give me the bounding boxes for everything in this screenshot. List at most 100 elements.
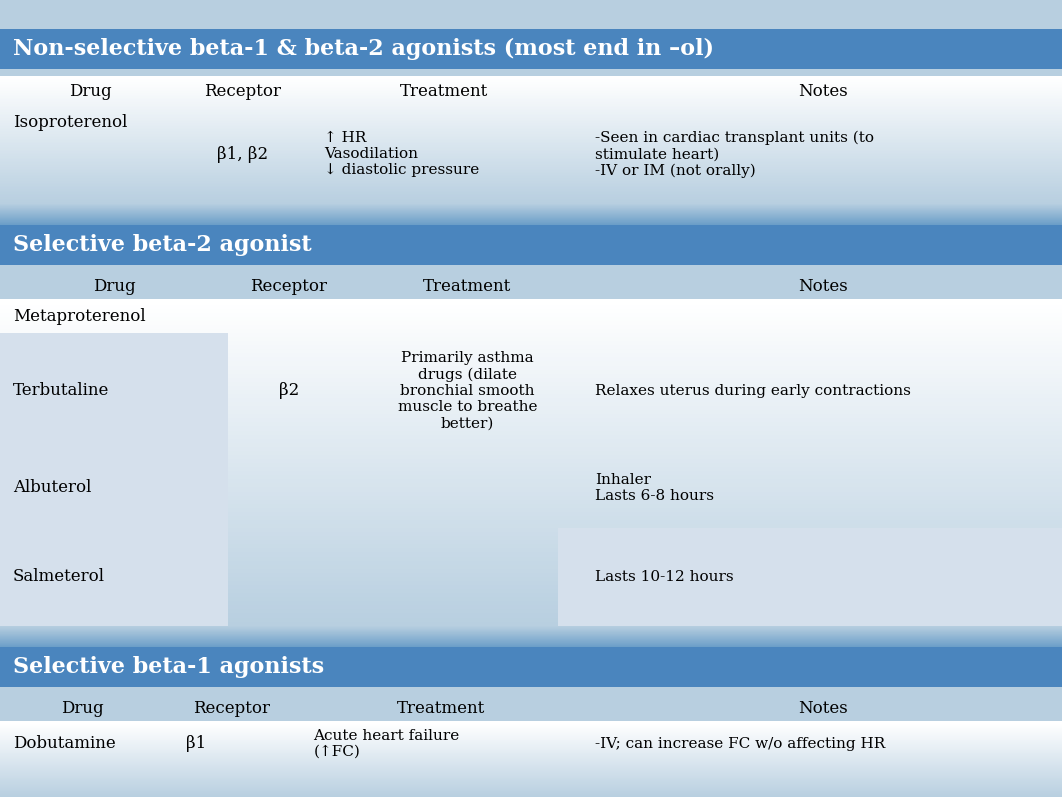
FancyBboxPatch shape bbox=[0, 644, 1062, 646]
FancyBboxPatch shape bbox=[0, 82, 1062, 85]
Text: Receptor: Receptor bbox=[193, 701, 270, 717]
FancyBboxPatch shape bbox=[0, 213, 1062, 214]
FancyBboxPatch shape bbox=[0, 791, 1062, 795]
FancyBboxPatch shape bbox=[0, 218, 1062, 219]
FancyBboxPatch shape bbox=[0, 786, 1062, 789]
FancyBboxPatch shape bbox=[0, 731, 1062, 733]
FancyBboxPatch shape bbox=[0, 642, 1062, 644]
FancyBboxPatch shape bbox=[0, 743, 1062, 745]
FancyBboxPatch shape bbox=[0, 575, 1062, 581]
FancyBboxPatch shape bbox=[0, 209, 1062, 211]
Text: Albuterol: Albuterol bbox=[13, 479, 91, 497]
Text: Drug: Drug bbox=[69, 83, 112, 100]
Text: Terbutaline: Terbutaline bbox=[13, 382, 109, 399]
FancyBboxPatch shape bbox=[0, 121, 1062, 124]
FancyBboxPatch shape bbox=[0, 360, 1062, 366]
FancyBboxPatch shape bbox=[0, 608, 1062, 614]
FancyBboxPatch shape bbox=[0, 631, 1062, 633]
FancyBboxPatch shape bbox=[0, 765, 1062, 768]
Text: Treatment: Treatment bbox=[423, 278, 512, 295]
FancyBboxPatch shape bbox=[0, 729, 1062, 732]
FancyBboxPatch shape bbox=[0, 218, 1062, 220]
FancyBboxPatch shape bbox=[0, 642, 1062, 643]
FancyBboxPatch shape bbox=[0, 764, 1062, 767]
FancyBboxPatch shape bbox=[0, 634, 1062, 636]
FancyBboxPatch shape bbox=[0, 208, 1062, 210]
FancyBboxPatch shape bbox=[0, 76, 1062, 79]
FancyBboxPatch shape bbox=[0, 222, 1062, 224]
FancyBboxPatch shape bbox=[0, 567, 1062, 573]
FancyBboxPatch shape bbox=[0, 750, 1062, 752]
FancyBboxPatch shape bbox=[0, 635, 1062, 638]
FancyBboxPatch shape bbox=[0, 547, 1062, 552]
FancyBboxPatch shape bbox=[0, 626, 1062, 629]
FancyBboxPatch shape bbox=[0, 640, 1062, 642]
Text: Notes: Notes bbox=[799, 278, 847, 295]
FancyBboxPatch shape bbox=[0, 186, 1062, 189]
FancyBboxPatch shape bbox=[0, 787, 1062, 790]
FancyBboxPatch shape bbox=[0, 225, 1062, 265]
FancyBboxPatch shape bbox=[0, 137, 1062, 140]
FancyBboxPatch shape bbox=[0, 142, 1062, 145]
FancyBboxPatch shape bbox=[0, 722, 1062, 724]
FancyBboxPatch shape bbox=[0, 205, 1062, 207]
FancyBboxPatch shape bbox=[0, 206, 1062, 208]
FancyBboxPatch shape bbox=[0, 158, 1062, 161]
FancyBboxPatch shape bbox=[0, 643, 1062, 645]
FancyBboxPatch shape bbox=[0, 591, 1062, 597]
FancyBboxPatch shape bbox=[0, 793, 1062, 795]
FancyBboxPatch shape bbox=[0, 641, 1062, 643]
FancyBboxPatch shape bbox=[0, 523, 1062, 528]
FancyBboxPatch shape bbox=[0, 630, 1062, 631]
FancyBboxPatch shape bbox=[0, 372, 1062, 378]
FancyBboxPatch shape bbox=[0, 223, 1062, 225]
FancyBboxPatch shape bbox=[0, 612, 1062, 618]
FancyBboxPatch shape bbox=[0, 204, 1062, 206]
FancyBboxPatch shape bbox=[0, 161, 1062, 164]
FancyBboxPatch shape bbox=[0, 340, 1062, 345]
FancyBboxPatch shape bbox=[0, 616, 1062, 622]
FancyBboxPatch shape bbox=[0, 213, 1062, 215]
FancyBboxPatch shape bbox=[0, 405, 1062, 410]
FancyBboxPatch shape bbox=[0, 746, 1062, 749]
FancyBboxPatch shape bbox=[0, 215, 1062, 217]
FancyBboxPatch shape bbox=[0, 203, 1062, 206]
FancyBboxPatch shape bbox=[0, 740, 1062, 742]
FancyBboxPatch shape bbox=[0, 218, 1062, 220]
FancyBboxPatch shape bbox=[0, 351, 1062, 357]
FancyBboxPatch shape bbox=[0, 450, 1062, 455]
FancyBboxPatch shape bbox=[0, 108, 1062, 112]
Text: Lasts 10-12 hours: Lasts 10-12 hours bbox=[595, 570, 734, 583]
FancyBboxPatch shape bbox=[0, 551, 1062, 556]
FancyBboxPatch shape bbox=[0, 638, 1062, 641]
FancyBboxPatch shape bbox=[0, 630, 1062, 632]
FancyBboxPatch shape bbox=[0, 634, 1062, 637]
FancyBboxPatch shape bbox=[0, 198, 1062, 202]
FancyBboxPatch shape bbox=[0, 202, 1062, 204]
FancyBboxPatch shape bbox=[0, 739, 1062, 741]
FancyBboxPatch shape bbox=[0, 131, 1062, 134]
FancyBboxPatch shape bbox=[0, 756, 1062, 758]
FancyBboxPatch shape bbox=[0, 510, 1062, 516]
Text: Metaproterenol: Metaproterenol bbox=[13, 308, 145, 325]
FancyBboxPatch shape bbox=[0, 92, 1062, 95]
Text: Selective beta-2 agonist: Selective beta-2 agonist bbox=[13, 234, 311, 256]
FancyBboxPatch shape bbox=[0, 757, 1062, 760]
FancyBboxPatch shape bbox=[0, 181, 1062, 184]
FancyBboxPatch shape bbox=[0, 637, 1062, 638]
FancyBboxPatch shape bbox=[0, 115, 1062, 118]
FancyBboxPatch shape bbox=[0, 502, 1062, 508]
FancyBboxPatch shape bbox=[0, 425, 1062, 430]
FancyBboxPatch shape bbox=[0, 777, 1062, 779]
FancyBboxPatch shape bbox=[0, 751, 1062, 753]
FancyBboxPatch shape bbox=[0, 87, 1062, 90]
Text: Inhaler
Lasts 6-8 hours: Inhaler Lasts 6-8 hours bbox=[595, 473, 714, 503]
FancyBboxPatch shape bbox=[0, 355, 1062, 362]
FancyBboxPatch shape bbox=[0, 169, 1062, 172]
FancyBboxPatch shape bbox=[0, 220, 1062, 222]
FancyBboxPatch shape bbox=[0, 129, 1062, 132]
FancyBboxPatch shape bbox=[0, 218, 1062, 221]
FancyBboxPatch shape bbox=[0, 760, 1062, 762]
FancyBboxPatch shape bbox=[0, 531, 1062, 536]
FancyBboxPatch shape bbox=[0, 112, 1062, 115]
